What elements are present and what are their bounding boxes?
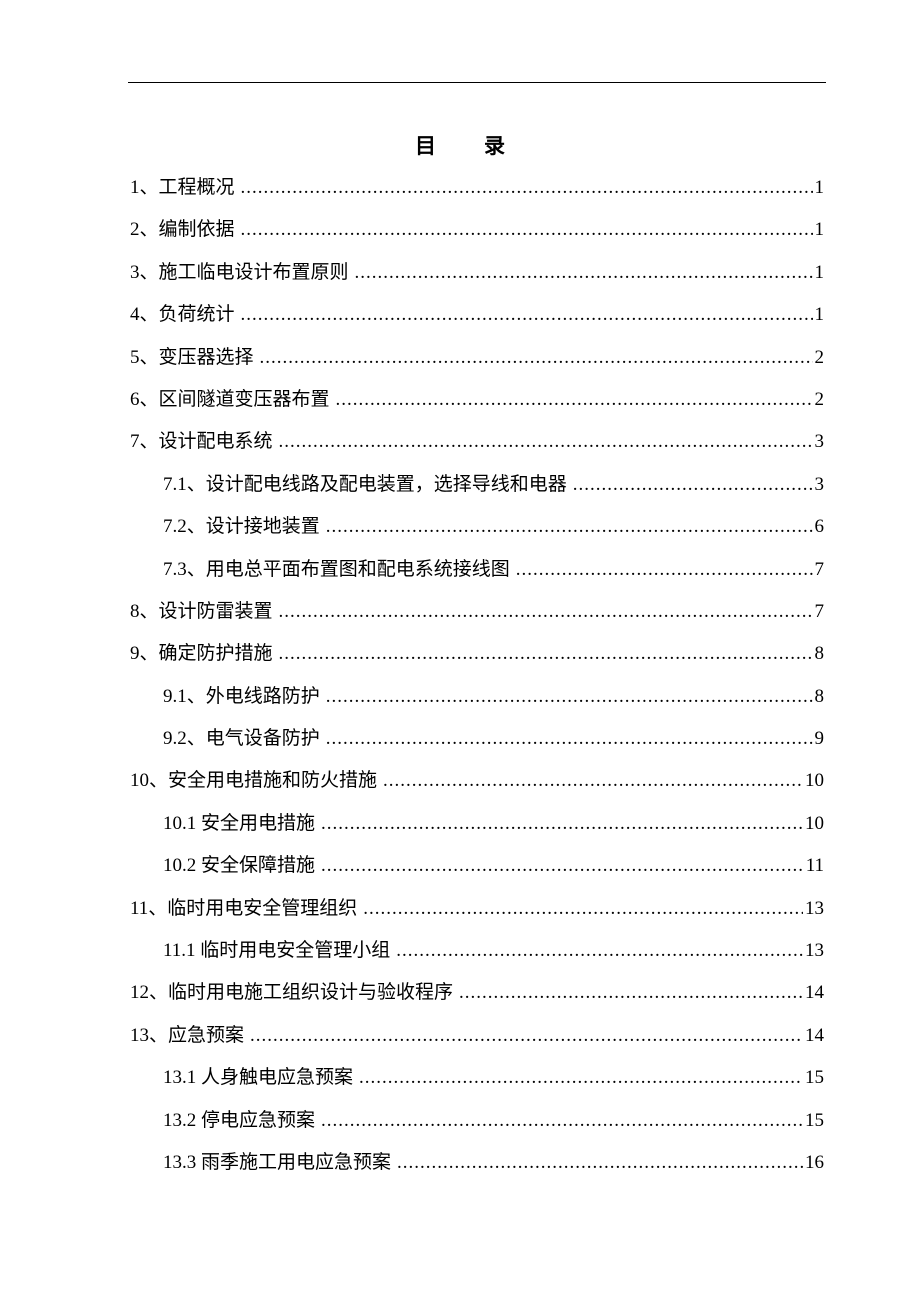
dot-leader xyxy=(241,209,813,251)
toc-entry[interactable]: 9、确定防护措施 8 xyxy=(130,633,824,675)
toc-entry-page: 3 xyxy=(814,431,825,453)
dot-leader xyxy=(250,1015,803,1057)
toc-entry[interactable]: 7.1、设计配电线路及配电装置，选择导线和电器 3 xyxy=(130,464,824,506)
toc-entry-label: 7、设计配电系统 xyxy=(130,431,273,453)
dot-leader xyxy=(355,252,813,294)
toc-entry-page: 14 xyxy=(805,1024,824,1046)
dot-leader xyxy=(260,337,813,379)
toc-entry-page: 7 xyxy=(814,558,825,580)
dot-leader xyxy=(459,972,803,1014)
dot-leader xyxy=(279,591,813,633)
toc-entry-page: 1 xyxy=(814,219,825,241)
toc-entry-page: 8 xyxy=(814,685,825,707)
toc-entry-label: 12、临时用电施工组织设计与验收程序 xyxy=(130,982,454,1004)
dot-leader xyxy=(241,167,813,209)
toc-entry[interactable]: 13.2 停电应急预案 15 xyxy=(130,1100,824,1142)
toc-entry-page: 7 xyxy=(814,600,825,622)
toc-entry[interactable]: 8、设计防雷装置 7 xyxy=(130,591,824,633)
toc-entry[interactable]: 11.1 临时用电安全管理小组 13 xyxy=(130,930,824,972)
toc-entry-label: 13.1 人身触电应急预案 xyxy=(163,1067,354,1089)
toc-entry[interactable]: 11、临时用电安全管理组织 13 xyxy=(130,888,824,930)
toc-entry-page: 1 xyxy=(814,261,825,283)
toc-entry-label: 2、编制依据 xyxy=(130,219,235,241)
toc-entry-page: 13 xyxy=(805,897,824,919)
dot-leader xyxy=(363,888,803,930)
toc-entry-label: 7.2、设计接地装置 xyxy=(163,516,320,538)
toc-entry-label: 13、应急预案 xyxy=(130,1024,245,1046)
toc-entry-page: 6 xyxy=(814,516,825,538)
toc-entry-page: 9 xyxy=(814,728,825,750)
toc-entry-page: 16 xyxy=(805,1151,824,1173)
dot-leader xyxy=(241,294,813,336)
toc-entry-label: 7.1、设计配电线路及配电装置，选择导线和电器 xyxy=(163,473,567,495)
toc-entry-label: 7.3、用电总平面布置图和配电系统接线图 xyxy=(163,558,510,580)
toc-entry[interactable]: 13.1 人身触电应急预案 15 xyxy=(130,1057,824,1099)
toc-entry-page: 1 xyxy=(814,177,825,198)
toc-entry-label: 9.1、外电线路防护 xyxy=(163,685,320,707)
toc-entry[interactable]: 4、负荷统计 1 xyxy=(130,294,824,336)
dot-leader xyxy=(516,549,813,591)
toc-entry[interactable]: 1、工程概况 1 xyxy=(130,167,824,209)
toc-entry-page: 11 xyxy=(805,855,824,877)
toc-entry-page: 10 xyxy=(805,770,824,792)
toc-entry-page: 8 xyxy=(814,643,825,665)
dot-leader xyxy=(279,421,813,463)
toc-entry-page: 15 xyxy=(805,1109,824,1131)
dot-leader xyxy=(573,464,813,506)
toc-entry-page: 14 xyxy=(805,982,824,1004)
dot-leader xyxy=(326,506,813,548)
dot-leader xyxy=(396,930,803,972)
toc-entry[interactable]: 5、变压器选择 2 xyxy=(130,337,824,379)
toc-entry-label: 6、区间隧道变压器布置 xyxy=(130,388,330,410)
dot-leader xyxy=(321,1100,803,1142)
toc-entry[interactable]: 3、施工临电设计布置原则 1 xyxy=(130,252,824,294)
toc-entry[interactable]: 10、安全用电措施和防火措施 10 xyxy=(130,760,824,802)
toc-entry[interactable]: 7、设计配电系统 3 xyxy=(130,421,824,463)
toc-entry-label: 10、安全用电措施和防火措施 xyxy=(130,770,378,792)
toc-entry-label: 1、工程概况 xyxy=(130,177,235,198)
header-rule xyxy=(128,82,826,83)
toc-entry-label: 11.1 临时用电安全管理小组 xyxy=(163,940,391,962)
toc-entry-page: 13 xyxy=(805,940,824,962)
dot-leader xyxy=(326,718,813,760)
toc-entry[interactable]: 10.1 安全用电措施 10 xyxy=(130,803,824,845)
toc-entry-label: 10.1 安全用电措施 xyxy=(163,812,316,834)
dot-leader xyxy=(321,845,804,887)
toc-entry-label: 9.2、电气设备防护 xyxy=(163,728,320,750)
toc-entry[interactable]: 6、区间隧道变压器布置 2 xyxy=(130,379,824,421)
toc-entry-page: 1 xyxy=(814,304,825,326)
toc-entry-label: 13.2 停电应急预案 xyxy=(163,1109,316,1131)
table-of-contents: 1、工程概况 1 2、编制依据 1 3、施工临电设计布置原则 1 4、负荷统计 1 5、变压器选… xyxy=(130,167,824,1184)
dot-leader xyxy=(336,379,813,421)
toc-entry[interactable]: 2、编制依据 1 xyxy=(130,209,824,251)
toc-entry[interactable]: 7.3、用电总平面布置图和配电系统接线图 7 xyxy=(130,549,824,591)
toc-entry[interactable]: 9.1、外电线路防护 8 xyxy=(130,676,824,718)
toc-entry[interactable]: 10.2 安全保障措施 11 xyxy=(130,845,824,887)
dot-leader xyxy=(326,676,813,718)
dot-leader xyxy=(279,633,813,675)
toc-entry-label: 11、临时用电安全管理组织 xyxy=(130,897,358,919)
toc-entry-label: 8、设计防雷装置 xyxy=(130,600,273,622)
toc-entry-page: 10 xyxy=(805,812,824,834)
toc-entry-page: 2 xyxy=(814,388,825,410)
toc-entry-page: 3 xyxy=(814,473,825,495)
toc-entry[interactable]: 13、应急预案 14 xyxy=(130,1015,824,1057)
toc-entry-label: 4、负荷统计 xyxy=(130,304,235,326)
toc-entry[interactable]: 7.2、设计接地装置 6 xyxy=(130,506,824,548)
toc-entry[interactable]: 12、临时用电施工组织设计与验收程序 14 xyxy=(130,972,824,1014)
dot-leader xyxy=(383,760,803,802)
toc-entry-label: 5、变压器选择 xyxy=(130,346,254,368)
toc-entry-page: 2 xyxy=(814,346,825,368)
toc-entry-page: 15 xyxy=(805,1067,824,1089)
toc-entry-label: 13.3 雨季施工用电应急预案 xyxy=(163,1151,392,1173)
dot-leader xyxy=(321,803,803,845)
dot-leader xyxy=(359,1057,803,1099)
toc-entry-label: 10.2 安全保障措施 xyxy=(163,855,316,877)
toc-entry-label: 3、施工临电设计布置原则 xyxy=(130,261,349,283)
toc-entry[interactable]: 9.2、电气设备防护 9 xyxy=(130,718,824,760)
toc-entry[interactable]: 13.3 雨季施工用电应急预案 16 xyxy=(130,1142,824,1184)
toc-entry-label: 9、确定防护措施 xyxy=(130,643,273,665)
dot-leader xyxy=(397,1142,803,1184)
toc-title: 目录 xyxy=(415,134,553,158)
